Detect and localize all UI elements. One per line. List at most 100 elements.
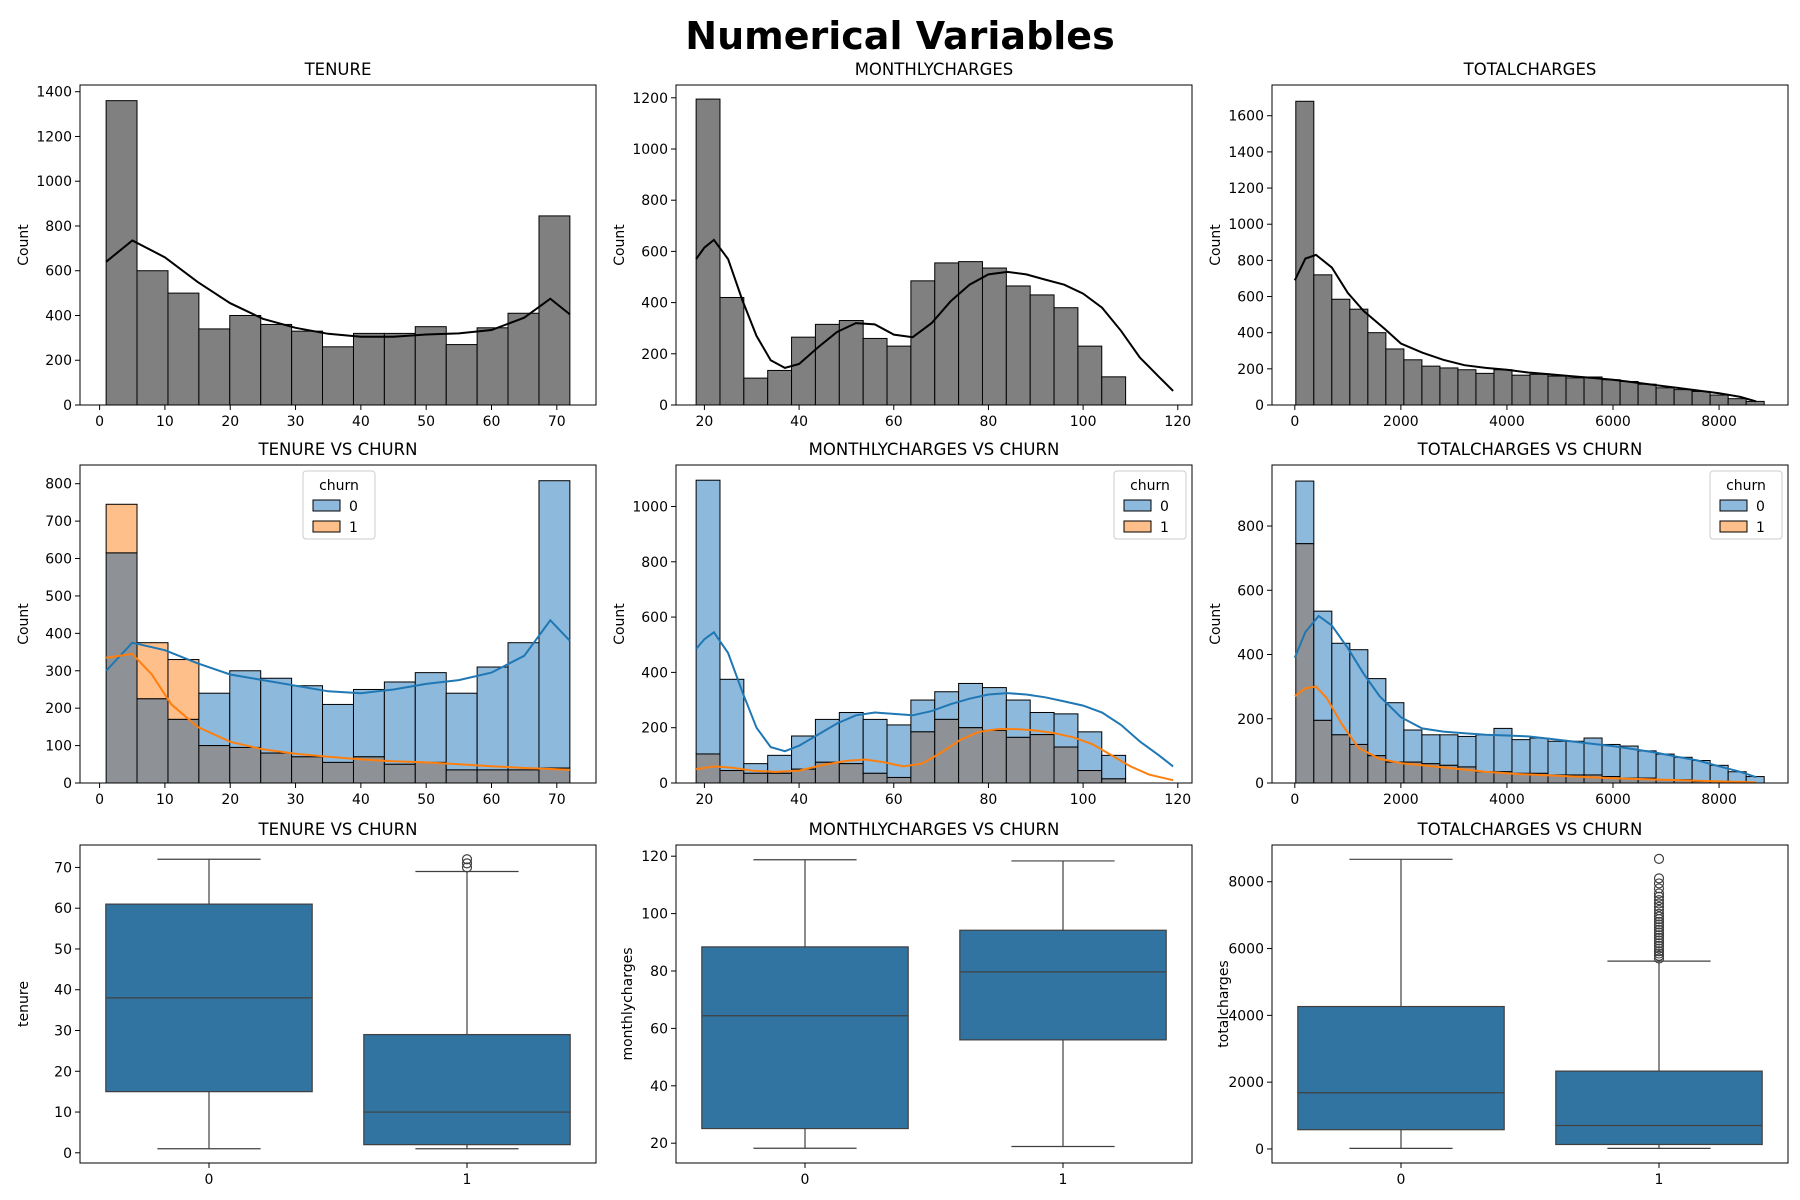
y-tick-label: 400 (1237, 326, 1264, 342)
y-tick-label: 4000 (1228, 1008, 1264, 1024)
hist-bar-churn-0 (1367, 678, 1387, 757)
hist-bar (1053, 307, 1079, 405)
hist-bar-overlap (981, 729, 1007, 783)
x-tick-label: 0 (1290, 414, 1299, 430)
hist-bar (507, 312, 540, 405)
hist-bar (322, 346, 354, 405)
plot-area (695, 479, 1174, 783)
x-tick-label: 0 (801, 1172, 810, 1188)
outlier-point (1653, 891, 1665, 902)
hist-bar (695, 98, 721, 405)
hist-bar-overlap (1029, 734, 1055, 783)
hist-bar-overlap (136, 698, 169, 783)
hist-bar (1547, 375, 1567, 405)
y-tick-label: 0 (63, 1146, 72, 1162)
chart-panel-9: TOTALCHARGES VS CHURN 0 2000 4000 6000 8000 0 1… (1216, 820, 1789, 1188)
y-tick-label: 400 (1237, 648, 1264, 664)
outlier-point (1653, 888, 1665, 899)
y-tick-label: 0 (1255, 776, 1264, 792)
hist-bar-overlap (934, 718, 960, 783)
hist-bar-overlap (719, 770, 745, 783)
legend: churn 0 1 (1113, 470, 1187, 540)
outlier-point (1653, 922, 1665, 933)
x-tick-label: 40 (790, 792, 808, 808)
legend-label-0: 0 (349, 499, 358, 515)
axes-frame (675, 84, 1193, 406)
kde-line (695, 238, 1174, 392)
hist-bar-churn-0 (414, 672, 447, 763)
y-tick-label: 1000 (632, 499, 668, 515)
x-tick-label: 2000 (1383, 414, 1419, 430)
x-tick-label: 20 (695, 414, 713, 430)
hist-bar-churn-0 (1619, 745, 1639, 779)
y-tick-label: 300 (45, 664, 72, 680)
y-tick-label: 600 (45, 552, 72, 568)
box-iqr (959, 929, 1167, 1041)
hist-bar (229, 314, 262, 405)
hist-bar-churn-0 (1637, 750, 1657, 779)
chart-title: TENURE VS CHURN (258, 440, 418, 459)
hist-bar-churn-0 (958, 682, 983, 729)
hist-bar (291, 330, 324, 405)
chart-panel-5: MONTHLYCHARGES VS CHURN02004006008001000… (612, 440, 1193, 808)
y-tick-label: 200 (45, 353, 72, 369)
hist-bar-overlap (838, 763, 864, 783)
axes-frame (79, 84, 597, 406)
y-tick-label: 1200 (632, 91, 668, 107)
x-tick-label: 0 (1290, 792, 1299, 808)
hist-bar-overlap (1077, 770, 1103, 783)
figure-title: Numerical Variables (685, 14, 1115, 58)
y-tick-label: 1600 (1228, 109, 1264, 125)
hist-bar-overlap (1005, 736, 1031, 783)
hist-bar (1493, 369, 1513, 405)
outlier-point (461, 854, 473, 865)
y-tick-label: 60 (650, 1021, 668, 1037)
chart-panel-1: TENURE 0 200 400 600 800 1000 1200 1400 0 10 20 30 40… (16, 60, 597, 430)
hist-bar-churn-0 (1547, 740, 1567, 776)
x-tick-label: 0 (1397, 1172, 1406, 1188)
x-tick-label: 6000 (1595, 792, 1631, 808)
hist-bar-churn-0 (445, 692, 478, 771)
legend-label-1: 1 (1756, 520, 1765, 536)
hist-bar-overlap (767, 772, 793, 783)
hist-bar (1029, 294, 1055, 405)
hist-bar-churn-0 (1053, 713, 1079, 748)
x-tick-label: 0 (95, 792, 104, 808)
hist-bar (1367, 332, 1387, 405)
chart-title: TOTALCHARGES (1463, 60, 1597, 79)
y-axis-label: Count (1208, 224, 1224, 266)
outlier-point (1653, 924, 1665, 935)
y-tick-label: 1400 (1228, 145, 1264, 161)
hist-bar-churn-0 (1439, 734, 1459, 766)
x-tick-label: 100 (1070, 792, 1097, 808)
y-tick-label: 600 (641, 610, 668, 626)
outlier-point (1653, 927, 1665, 938)
hist-bar (743, 377, 769, 405)
x-tick-label: 60 (483, 414, 501, 430)
y-tick-label: 1000 (36, 174, 72, 190)
hist-bar-churn-0 (229, 670, 262, 748)
hist-bar-churn-0 (260, 677, 293, 754)
y-tick-label: 20 (650, 1136, 668, 1152)
plot-area (701, 859, 1167, 1149)
y-tick-label: 800 (45, 219, 72, 235)
hist-bar (1439, 367, 1459, 405)
hist-bar (198, 328, 231, 405)
legend-swatch-1 (1719, 520, 1748, 533)
legend-label-0: 0 (1756, 499, 1765, 515)
y-tick-label: 1200 (36, 129, 72, 145)
hist-bar (1619, 380, 1639, 405)
y-tick-label: 40 (54, 983, 72, 999)
hist-bar (767, 369, 793, 405)
kde-line-churn-1 (695, 728, 1174, 782)
legend-swatch-0 (1719, 499, 1748, 512)
hist-bar-churn-0 (862, 718, 888, 774)
hist-bar-overlap (167, 718, 200, 783)
legend: churn 0 1 (302, 470, 376, 540)
hist-bar-churn-0 (1005, 699, 1031, 738)
hist-bar (1709, 394, 1729, 405)
hist-bar (167, 292, 200, 405)
x-tick-label: 10 (156, 792, 174, 808)
